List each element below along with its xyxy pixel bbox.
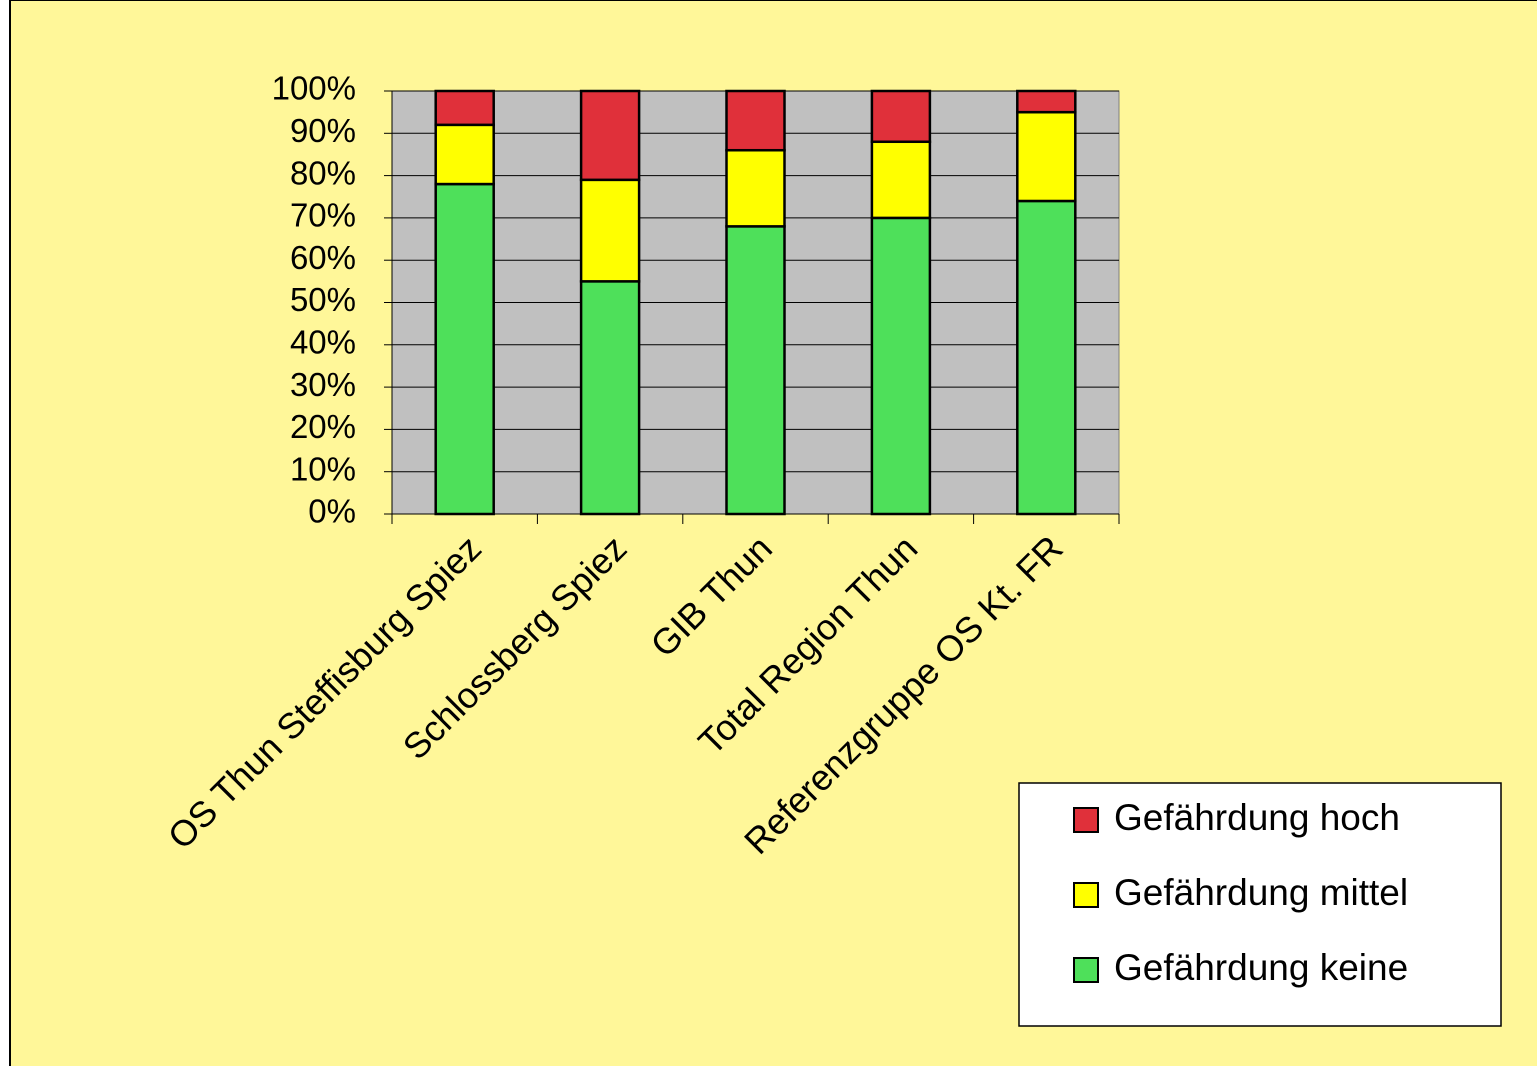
bar-segment (1016, 89, 1077, 114)
y-tick-label: 80% (290, 154, 356, 191)
bar-segment (870, 216, 932, 516)
legend-label: Gefährdung hoch (1114, 797, 1400, 838)
y-tick-label: 30% (290, 366, 356, 403)
bar-segment (434, 123, 495, 186)
y-tick-label: 50% (290, 281, 356, 318)
bar-segment (870, 89, 932, 144)
y-tick-label: 70% (290, 197, 356, 234)
bar-segment (579, 280, 641, 516)
y-tick-label: 100% (272, 70, 356, 107)
y-tick-label: 60% (290, 239, 356, 276)
bar-segment (434, 182, 495, 516)
bar-segment (1016, 110, 1077, 203)
bar-segment (579, 178, 641, 283)
y-tick-label: 90% (290, 112, 356, 149)
bar-segment (579, 89, 641, 182)
legend-label: Gefährdung mittel (1114, 872, 1408, 913)
bar-segment (725, 89, 786, 152)
bar-segment (1016, 199, 1077, 516)
legend-swatch (1073, 882, 1099, 908)
bar-segment (725, 225, 786, 516)
bar-segment (434, 89, 495, 127)
y-tick-label: 0% (308, 493, 356, 530)
bar-segment (725, 148, 786, 228)
legend-swatch (1073, 957, 1099, 983)
y-tick-label: 40% (290, 324, 356, 361)
bar-segment (870, 140, 932, 220)
legend-box (1018, 782, 1502, 1027)
y-tick-label: 10% (290, 450, 356, 487)
legend-label: Gefährdung keine (1114, 947, 1408, 988)
legend-swatch (1073, 807, 1099, 833)
y-tick-label: 20% (290, 408, 356, 445)
